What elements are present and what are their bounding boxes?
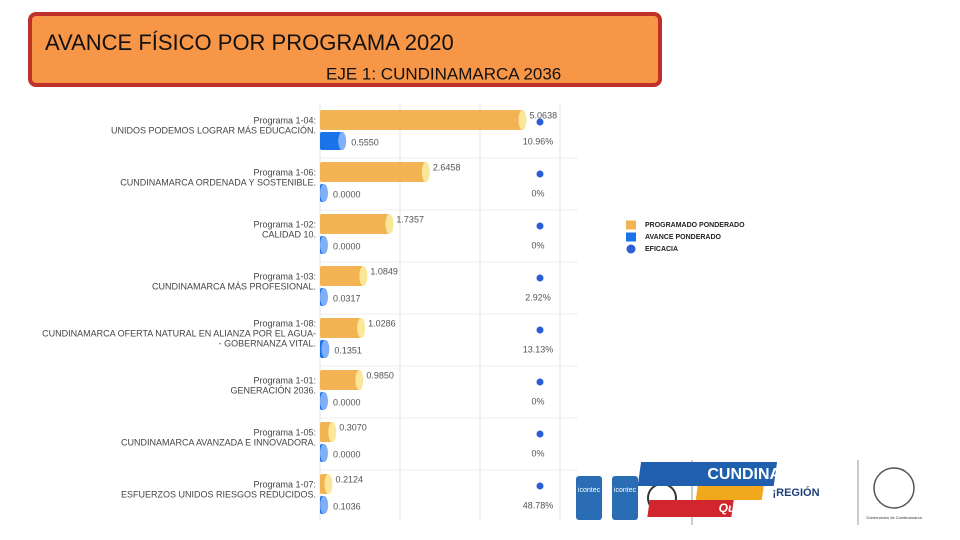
- category-label: Programa 1-01:: [253, 375, 316, 385]
- bar-cap: [421, 162, 430, 182]
- efficacy-dot: [536, 482, 544, 490]
- bar: [320, 110, 523, 130]
- logo-text: CUNDINAMARCA: [707, 466, 841, 483]
- logo-badge: [576, 476, 602, 520]
- bar-cap: [357, 318, 366, 338]
- value-label: 0.0000: [333, 449, 361, 459]
- bar-cap: [320, 236, 328, 254]
- category-label: UNIDOS PODEMOS LOGRAR MÁS EDUCACIÓN.: [111, 125, 316, 135]
- category-label: Programa 1-02:: [253, 219, 316, 229]
- efficacy-label: 10.96%: [523, 136, 554, 146]
- value-label: 5.0638: [530, 110, 558, 120]
- efficacy-label: 0%: [531, 448, 544, 458]
- bar-cap: [320, 288, 328, 306]
- category-label: CUNDINAMARCA AVANZADA E INNOVADORA.: [121, 437, 316, 447]
- category-label: Programa 1-03:: [253, 271, 316, 281]
- category-label: CUNDINAMARCA MÁS PROFESIONAL.: [152, 281, 316, 291]
- value-label: 2.6458: [433, 162, 461, 172]
- legend-swatch: [626, 244, 636, 254]
- logo-text: Que Progresa!: [719, 501, 802, 515]
- efficacy-dot: [536, 430, 544, 438]
- category-label: CALIDAD 10.: [262, 229, 316, 239]
- category-label: CUNDINAMARCA ORDENADA Y SOSTENIBLE.: [120, 177, 316, 187]
- value-label: 0.1351: [334, 345, 362, 355]
- efficacy-label: 13.13%: [523, 344, 554, 354]
- category-label: Programa 1-06:: [253, 167, 316, 177]
- logo-band: [695, 486, 764, 500]
- legend-label: PROGRAMADO PONDERADO: [645, 222, 745, 229]
- legend-label: AVANCE PONDERADO: [645, 234, 722, 241]
- legend-label: EFICACIA: [645, 246, 678, 253]
- bar: [320, 132, 343, 150]
- bar-cap: [320, 444, 328, 462]
- logo-band: [637, 462, 778, 486]
- value-label: 0.0000: [333, 189, 361, 199]
- title-box: [28, 12, 662, 87]
- bar: [320, 162, 426, 182]
- bar-cap: [359, 266, 368, 286]
- bar-cap: [385, 214, 394, 234]
- category-label: ESFUERZOS UNIDOS RIESGOS REDUCIDOS.: [121, 489, 316, 499]
- efficacy-dot: [536, 274, 544, 282]
- category-label: CUNDINAMARCA OFERTA NATURAL EN ALIANZA P…: [42, 328, 316, 338]
- bar-cap: [320, 496, 329, 514]
- bar: [320, 214, 390, 234]
- value-label: 0.5550: [351, 137, 379, 147]
- value-label: 0.1036: [333, 501, 361, 511]
- category-label: GENERACIÓN 2036.: [230, 385, 316, 395]
- efficacy-dot: [536, 326, 544, 334]
- efficacy-dot: [536, 222, 544, 230]
- bar-cap: [321, 340, 330, 358]
- logo-text: icontec: [614, 487, 637, 494]
- bar-cap: [320, 392, 328, 410]
- efficacy-label: 0%: [531, 240, 544, 250]
- value-label: 1.7357: [396, 214, 424, 224]
- logo-seal: [873, 467, 915, 509]
- category-label: Programa 1-08:: [253, 318, 316, 328]
- value-label: 0.3070: [339, 422, 367, 432]
- efficacy-dot: [536, 378, 544, 386]
- logo-area: [576, 460, 915, 525]
- efficacy-label: 2.92%: [525, 292, 551, 302]
- value-label: 1.0286: [368, 318, 396, 328]
- bar-cap: [518, 110, 527, 130]
- efficacy-label: 0%: [531, 188, 544, 198]
- legend-swatch: [626, 232, 636, 242]
- bar-cap: [355, 370, 364, 390]
- logo-badge: [612, 476, 638, 520]
- bar: [320, 266, 364, 286]
- legend-swatch: [626, 220, 636, 230]
- bar-cap: [320, 184, 328, 202]
- bar-cap: [338, 132, 347, 150]
- logo-text: icontec: [578, 487, 601, 494]
- value-label: 0.0317: [333, 293, 361, 303]
- efficacy-label: 48.78%: [523, 500, 554, 510]
- value-label: 0.0000: [333, 241, 361, 251]
- value-label: 1.0849: [370, 266, 398, 276]
- logo-text: ¡REGIÓN: [772, 486, 819, 499]
- category-label: Programa 1-07:: [253, 479, 316, 489]
- chart-title: AVANCE FÍSICO POR PROGRAMA 2020: [45, 30, 454, 55]
- value-label: 0.9850: [366, 370, 394, 380]
- category-label: - GOBERNANZA VITAL.: [219, 338, 316, 348]
- efficacy-dot: [536, 170, 544, 178]
- bar: [320, 318, 362, 338]
- category-label: Programa 1-05:: [253, 427, 316, 437]
- efficacy-dot: [536, 118, 544, 126]
- bar-cap: [328, 422, 337, 442]
- chart-subtitle: EJE 1: CUNDINAMARCA 2036: [326, 64, 561, 83]
- value-label: 0.0000: [333, 397, 361, 407]
- efficacy-label: 0%: [531, 396, 544, 406]
- category-label: Programa 1-04:: [253, 115, 316, 125]
- logo-band: [647, 500, 734, 517]
- bar: [320, 370, 360, 390]
- logo-text: Gobernación de Cundinamarca: [866, 515, 922, 520]
- value-label: 0.2124: [335, 474, 363, 484]
- bar-cap: [324, 474, 333, 494]
